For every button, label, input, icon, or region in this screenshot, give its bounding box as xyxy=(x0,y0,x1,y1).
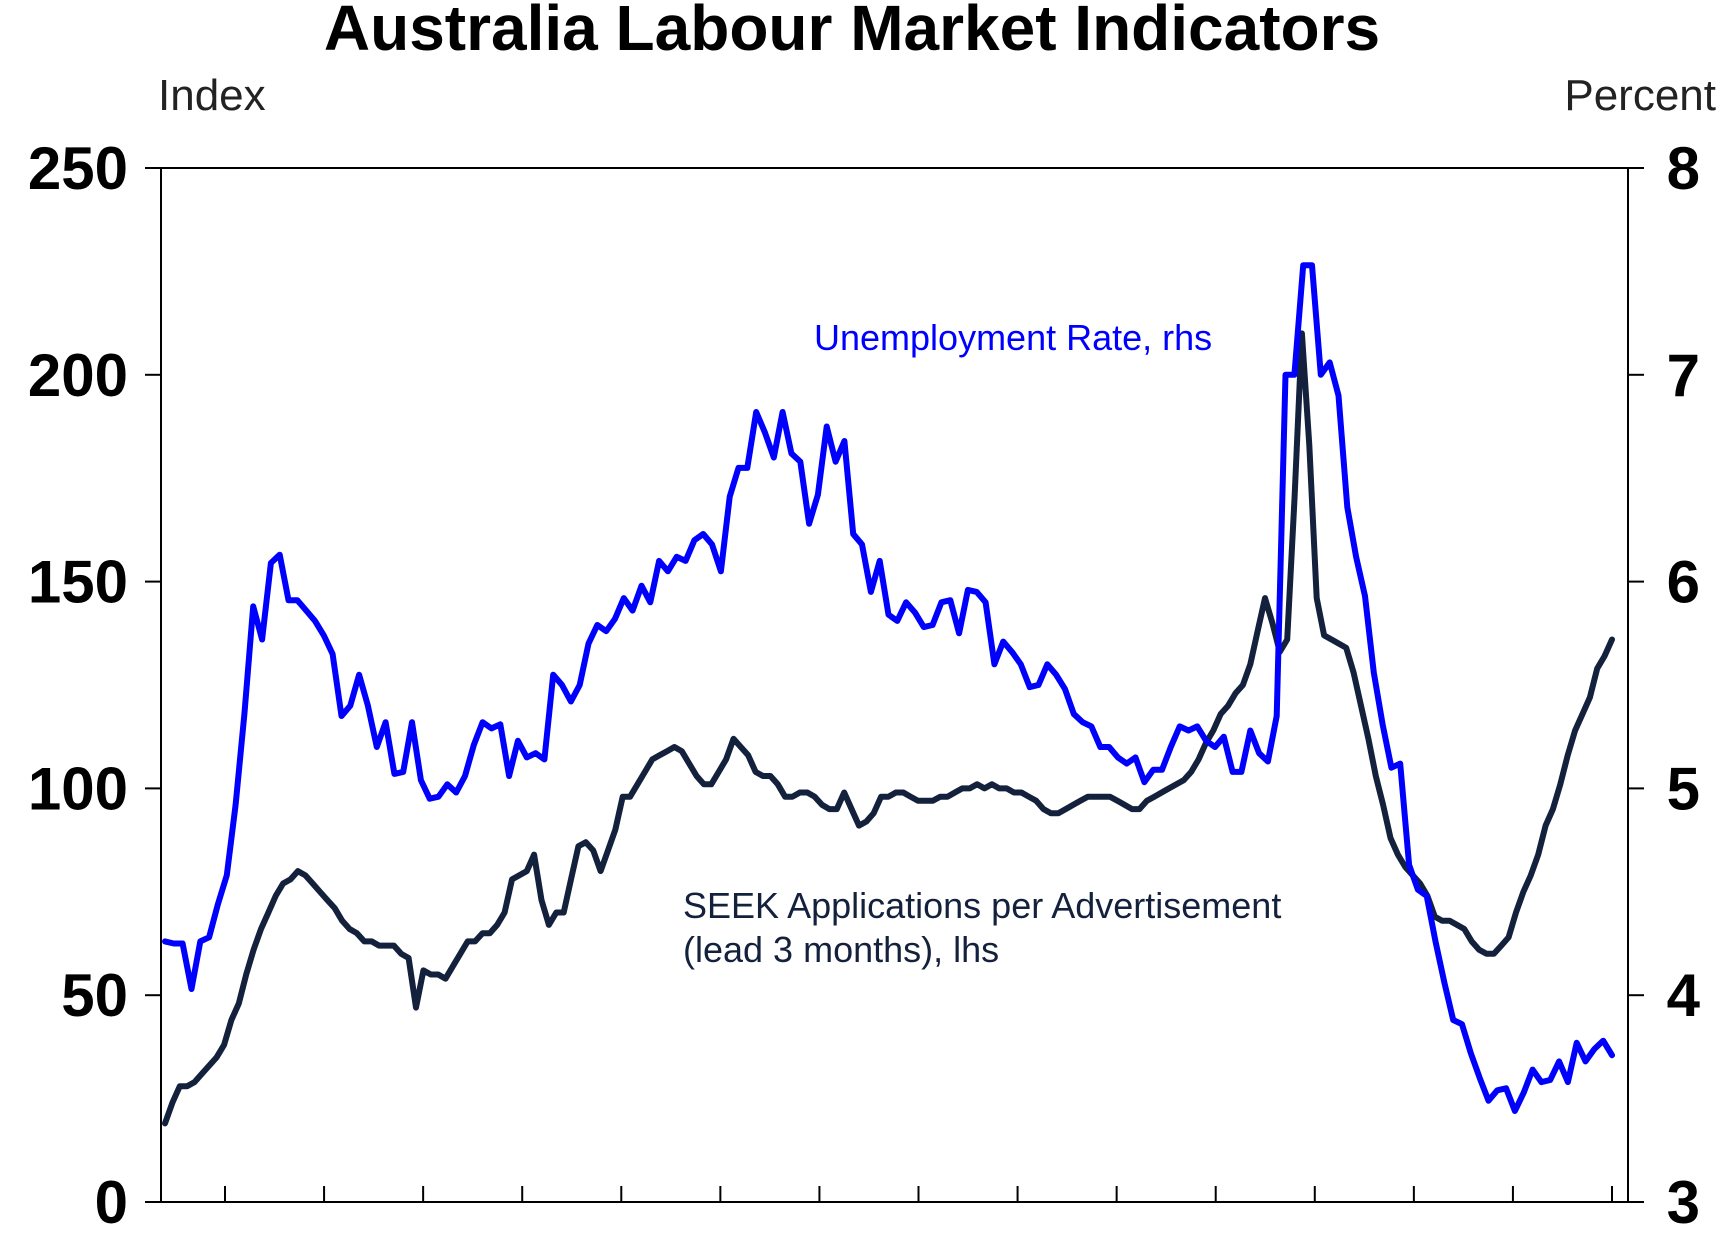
left-axis-tick-label: 100 xyxy=(28,755,128,822)
seek-series-label-line2: (lead 3 months), lhs xyxy=(683,929,999,970)
right-axis-tick-label: 3 xyxy=(1667,1169,1700,1236)
left-axis-unit-label: Index xyxy=(158,71,266,120)
right-axis-tick-label: 5 xyxy=(1667,755,1700,822)
right-axis-tick-label: 8 xyxy=(1667,135,1700,202)
seek-series-label-line1: SEEK Applications per Advertisement xyxy=(683,885,1281,926)
x-axis xyxy=(224,1186,1613,1202)
right-axis-tick-label: 4 xyxy=(1667,962,1701,1029)
left-axis-tick-label: 200 xyxy=(28,342,128,409)
left-axis-tick-label: 250 xyxy=(28,135,128,202)
right-axis: 3 4 5 6 7 8 xyxy=(1628,135,1701,1236)
series-lines xyxy=(162,262,1615,1127)
unemployment-rate-line xyxy=(162,262,1615,1114)
plot-frame xyxy=(160,167,1629,1203)
left-axis-tick-label: 50 xyxy=(61,962,128,1029)
left-axis: 0 50 100 150 200 250 xyxy=(28,135,161,1236)
right-axis-unit-label: Percent xyxy=(1564,71,1716,120)
chart-title: Australia Labour Market Indicators xyxy=(324,0,1380,64)
right-axis-tick-label: 6 xyxy=(1667,549,1700,616)
left-axis-tick-label: 0 xyxy=(95,1169,128,1236)
seek-applications-line xyxy=(162,330,1615,1127)
unemployment-series-label: Unemployment Rate, rhs xyxy=(814,317,1212,358)
left-axis-tick-label: 150 xyxy=(28,549,128,616)
right-axis-tick-label: 7 xyxy=(1667,342,1700,409)
